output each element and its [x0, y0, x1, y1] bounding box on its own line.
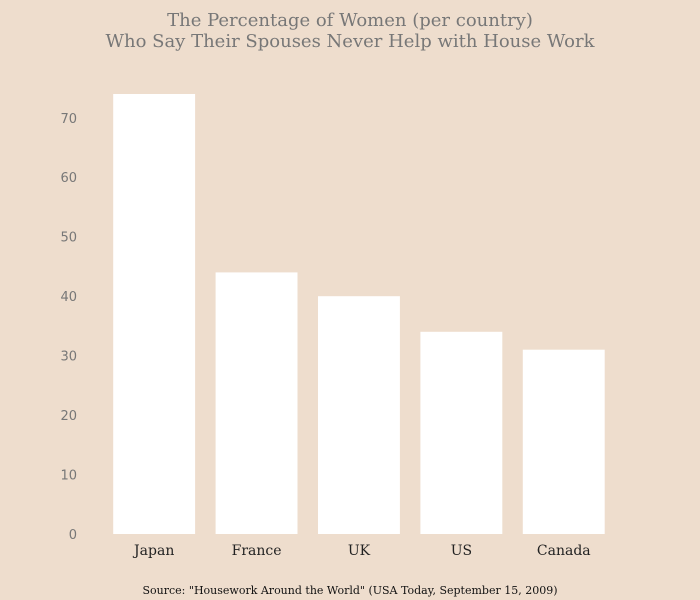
y-tick-label-60: 60 [60, 171, 77, 186]
x-tick-label-us: US [451, 543, 472, 559]
bar-uk [318, 296, 400, 534]
y-tick-label-50: 50 [60, 231, 77, 246]
bar-france [215, 272, 298, 534]
y-tick-label-70: 70 [60, 112, 77, 127]
bar-us [420, 331, 503, 534]
bars-group [113, 94, 605, 534]
bar-japan [113, 94, 196, 534]
x-tick-label-uk: UK [348, 543, 371, 559]
y-tick-label-30: 30 [60, 350, 77, 365]
chart-title-line-1: The Percentage of Women (per country) [167, 10, 533, 31]
y-axis: 0 10 20 30 40 50 60 70 [60, 112, 77, 543]
bar-canada [522, 349, 605, 534]
x-tick-label-japan: Japan [132, 543, 174, 559]
chart-title-line-2: Who Say Their Spouses Never Help with Ho… [105, 31, 595, 52]
x-axis: Japan France UK US Canada [132, 543, 591, 559]
y-tick-label-20: 20 [60, 409, 77, 424]
y-tick-label-0: 0 [69, 528, 77, 543]
source-note: Source: "Housework Around the World" (US… [143, 584, 558, 597]
y-tick-label-40: 40 [60, 290, 77, 305]
x-tick-label-canada: Canada [537, 543, 591, 559]
y-tick-label-10: 10 [60, 469, 77, 484]
chart-title: The Percentage of Women (per country) Wh… [105, 10, 595, 52]
x-tick-label-france: France [232, 543, 282, 559]
